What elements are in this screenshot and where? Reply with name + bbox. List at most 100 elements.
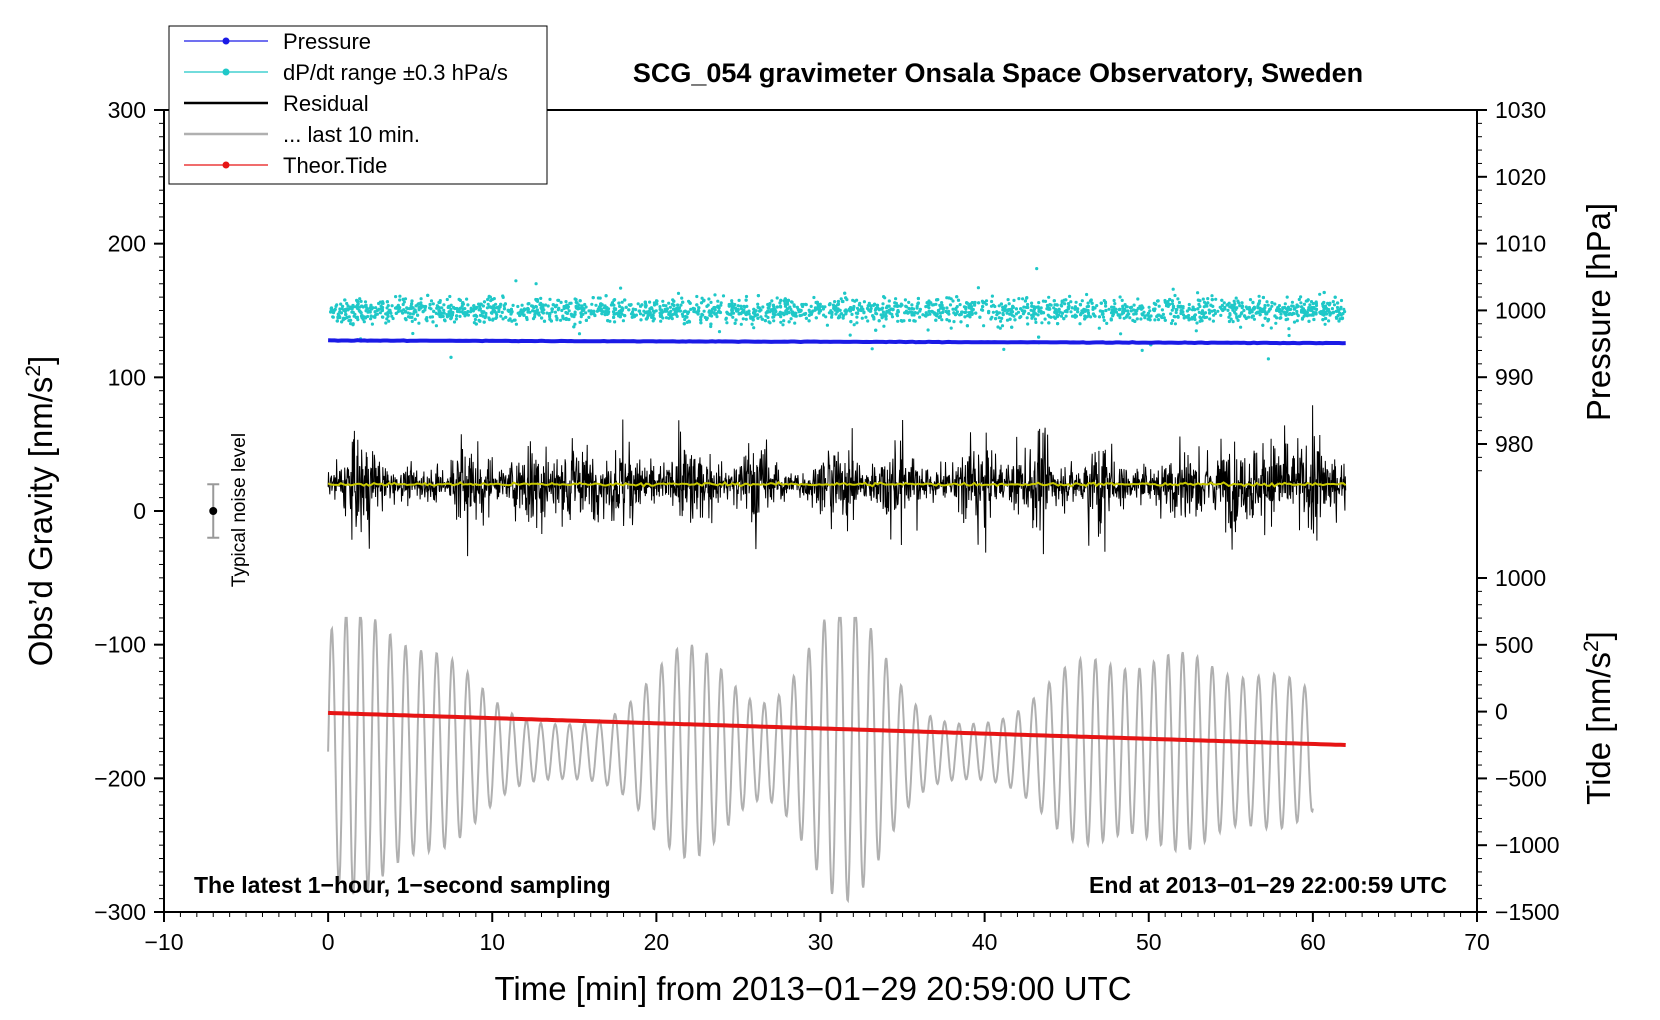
dpdt-point: [739, 322, 743, 326]
dpdt-point: [401, 302, 405, 307]
dpdt-point: [358, 309, 362, 314]
dpdt-point: [1184, 315, 1188, 319]
dpdt-point: [1121, 311, 1126, 315]
dpdt-point: [931, 303, 935, 307]
dpdt-point: [763, 319, 768, 323]
dpdt-point: [1012, 314, 1016, 318]
dpdt-point: [507, 318, 511, 322]
dpdt-point: [1260, 309, 1264, 314]
dpdt-point: [577, 332, 582, 336]
dpdt-point: [528, 310, 532, 314]
dpdt-point: [1074, 300, 1078, 304]
dpdt-point: [712, 306, 716, 310]
dpdt-point: [912, 307, 916, 311]
dpdt-point: [1174, 310, 1178, 315]
dpdt-point: [572, 325, 576, 329]
dpdt-point: [1083, 314, 1087, 318]
dpdt-point: [672, 307, 676, 311]
dpdt-point: [452, 320, 457, 324]
dpdt-point: [1060, 311, 1064, 315]
dpdt-point: [369, 303, 373, 307]
dpdt-point: [999, 319, 1003, 323]
dpdt-point: [789, 317, 793, 321]
dpdt-point: [1162, 316, 1166, 320]
dpdt-point: [787, 320, 791, 324]
dpdt-point: [751, 318, 755, 322]
dpdt-point: [751, 315, 755, 319]
dpdt-point: [1270, 301, 1274, 305]
dpdt-point: [1190, 317, 1194, 321]
dpdt-point: [658, 311, 662, 315]
dpdt-point: [1003, 307, 1007, 311]
dpdt-point: [390, 304, 394, 308]
dpdt-point: [402, 300, 406, 304]
dpdt-point: [550, 307, 554, 311]
dpdt-point: [1251, 301, 1255, 305]
dpdt-point: [841, 299, 845, 304]
dpdt-point: [717, 306, 721, 310]
dpdt-point: [996, 325, 1000, 329]
dpdt-point: [1169, 312, 1173, 316]
dpdt-point: [1337, 319, 1341, 323]
dpdt-point: [486, 302, 490, 306]
dpdt-point: [644, 317, 648, 321]
dpdt-point: [1336, 308, 1340, 312]
dpdt-point: [437, 309, 441, 313]
dpdt-point: [894, 301, 899, 305]
dpdt-point: [1236, 318, 1240, 322]
dpdt-point: [641, 313, 646, 317]
dpdt-point: [1321, 312, 1325, 316]
dpdt-point: [833, 304, 837, 308]
dpdt-point: [811, 309, 815, 313]
dpdt-point: [1216, 309, 1220, 313]
dpdt-point: [678, 309, 682, 313]
dpdt-point: [514, 322, 519, 326]
dpdt-point: [1342, 307, 1346, 311]
tide-tick-label: −1500: [1495, 899, 1560, 925]
dpdt-point: [448, 294, 452, 299]
dpdt-point: [447, 304, 452, 309]
dpdt-point: [654, 299, 659, 303]
dpdt-point: [752, 311, 756, 315]
dpdt-point: [349, 322, 353, 326]
dpdt-point: [534, 305, 539, 309]
dpdt-point: [744, 298, 748, 302]
dpdt-point: [1076, 310, 1080, 314]
dpdt-point: [872, 302, 877, 306]
dpdt-point: [1043, 317, 1047, 321]
dpdt-point: [330, 309, 334, 313]
dpdt-point: [527, 302, 531, 306]
pressure-line: [328, 338, 1346, 346]
noise-bar-center: [209, 507, 218, 515]
dpdt-point: [716, 299, 720, 303]
dpdt-point: [1309, 306, 1313, 310]
dpdt-point: [431, 320, 435, 324]
chart-title: SCG_054 gravimeter Onsala Space Observat…: [633, 58, 1363, 88]
dpdt-point: [1235, 315, 1239, 319]
dpdt-point: [1220, 303, 1224, 307]
dpdt-point: [385, 300, 389, 304]
dpdt-point: [768, 321, 772, 325]
dpdt-point: [661, 316, 665, 320]
dpdt-point: [939, 306, 943, 310]
dpdt-point: [858, 308, 863, 312]
dpdt-point: [454, 317, 458, 321]
dpdt-point: [539, 296, 543, 300]
dpdt-point: [397, 307, 401, 311]
dpdt-point: [1261, 323, 1265, 327]
dpdt-point: [982, 300, 986, 305]
dpdt-point: [356, 306, 360, 310]
dpdt-point: [347, 315, 351, 319]
dpdt-point: [1133, 319, 1137, 323]
dpdt-point: [984, 299, 989, 303]
dpdt-point: [1295, 309, 1299, 314]
dpdt-point: [394, 311, 398, 315]
dpdt-point: [1321, 304, 1325, 308]
dpdt-point: [793, 311, 797, 315]
dpdt-point: [1307, 306, 1311, 310]
dpdt-point: [618, 304, 622, 308]
y-tick-label: −200: [94, 765, 146, 791]
dpdt-point: [1198, 304, 1202, 309]
dpdt-point: [466, 313, 470, 317]
